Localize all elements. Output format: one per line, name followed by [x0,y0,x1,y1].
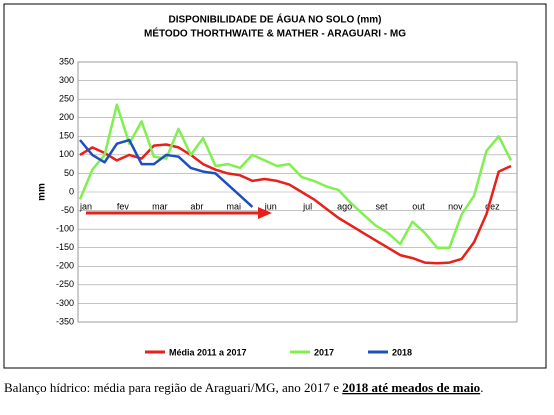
series-line [78,103,513,249]
y-tick-label: -250 [56,279,74,289]
arrow-head [258,207,272,219]
caption-emphasis: 2018 até meados de maio [342,380,480,395]
x-tick-label: out [412,201,425,211]
chart-title: DISPONIBILIDADE DE ÁGUA NO SOLO (mm) [169,13,382,26]
y-tick-label: -350 [56,316,74,326]
caption-end: . [480,380,483,395]
x-tick-label: dez [485,201,500,211]
x-tick-label: fev [117,201,130,211]
y-tick-label: 350 [59,56,74,66]
y-tick-label: 100 [59,149,74,159]
y-axis-label: mm [37,183,48,201]
x-tick-label: ago [337,201,352,211]
y-tick-label: -100 [56,224,74,234]
y-tick-label: -300 [56,298,74,308]
legend: Média 2011 a 2017 2017 2018 [145,347,412,357]
x-tick-label: abr [190,201,203,211]
y-tick-label: -50 [61,205,74,215]
y-tick-label: 250 [59,94,74,104]
y-tick-label: 300 [59,75,74,85]
x-tick-label: mar [152,201,168,211]
x-tick-label: mai [227,201,242,211]
x-tick-label: nov [448,201,463,211]
legend-label: 2018 [392,347,412,357]
x-tick-label: jun [264,201,277,211]
plot-area: -350 -300 -250 -200 -150 -100 -50 0 50 100 150 200 2… [56,56,518,326]
y-tick-label: -200 [56,261,74,271]
caption-text: Balanço hídrico: média para região de Ar… [4,380,342,395]
y-tick-label: 200 [59,112,74,122]
series-line [79,138,254,208]
annotation-arrow [86,207,272,219]
legend-label: 2017 [314,347,334,357]
y-tick-label: 50 [64,168,74,178]
caption: Balanço hídrico: média para região de Ar… [4,380,483,395]
x-tick-label: jul [302,201,312,211]
x-tick-label: jan [79,201,92,211]
legend-label: Média 2011 a 2017 [169,347,247,357]
y-tick-label: 150 [59,131,74,141]
y-tick-label: -150 [56,242,74,252]
x-tick-label: set [376,201,389,211]
chart-subtitle: MÉTODO THORTHWAITE & MATHER - ARAGUARI -… [144,27,406,40]
y-tick-label: 0 [69,186,74,196]
